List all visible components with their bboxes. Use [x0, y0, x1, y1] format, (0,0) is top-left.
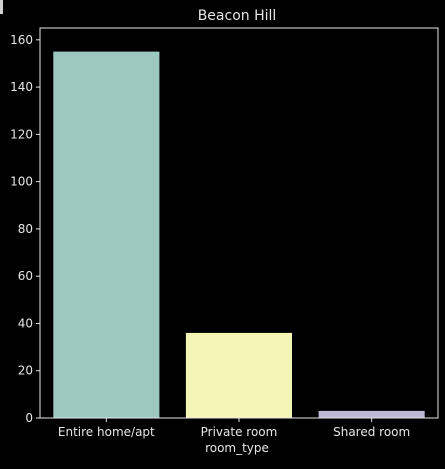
x-tick-label: Shared room	[333, 425, 410, 439]
y-tick-label: 60	[18, 269, 33, 283]
y-tick-label: 160	[10, 33, 33, 47]
y-tick-label: 120	[10, 127, 33, 141]
y-tick-label: 100	[10, 175, 33, 189]
y-tick-label: 0	[25, 411, 33, 425]
y-tick-label: 20	[18, 364, 33, 378]
plot-area: 0 20 40 60 80 100 120 140 160 Entire home/apt Priv…	[10, 27, 439, 439]
y-tick-label: 140	[10, 80, 33, 94]
bar-shared-room	[318, 410, 425, 418]
x-tick-label: Private room	[201, 425, 278, 439]
y-tick-label: 80	[18, 222, 33, 236]
window-edge-mark	[0, 0, 3, 14]
y-tick-label: 40	[18, 316, 33, 330]
x-axis-label: room_type	[205, 441, 269, 455]
chart-title: Beacon Hill	[198, 8, 277, 24]
bar-private-room	[185, 332, 292, 418]
bar-entire-home-apt	[53, 51, 160, 418]
x-tick-label: Entire home/apt	[58, 425, 155, 439]
